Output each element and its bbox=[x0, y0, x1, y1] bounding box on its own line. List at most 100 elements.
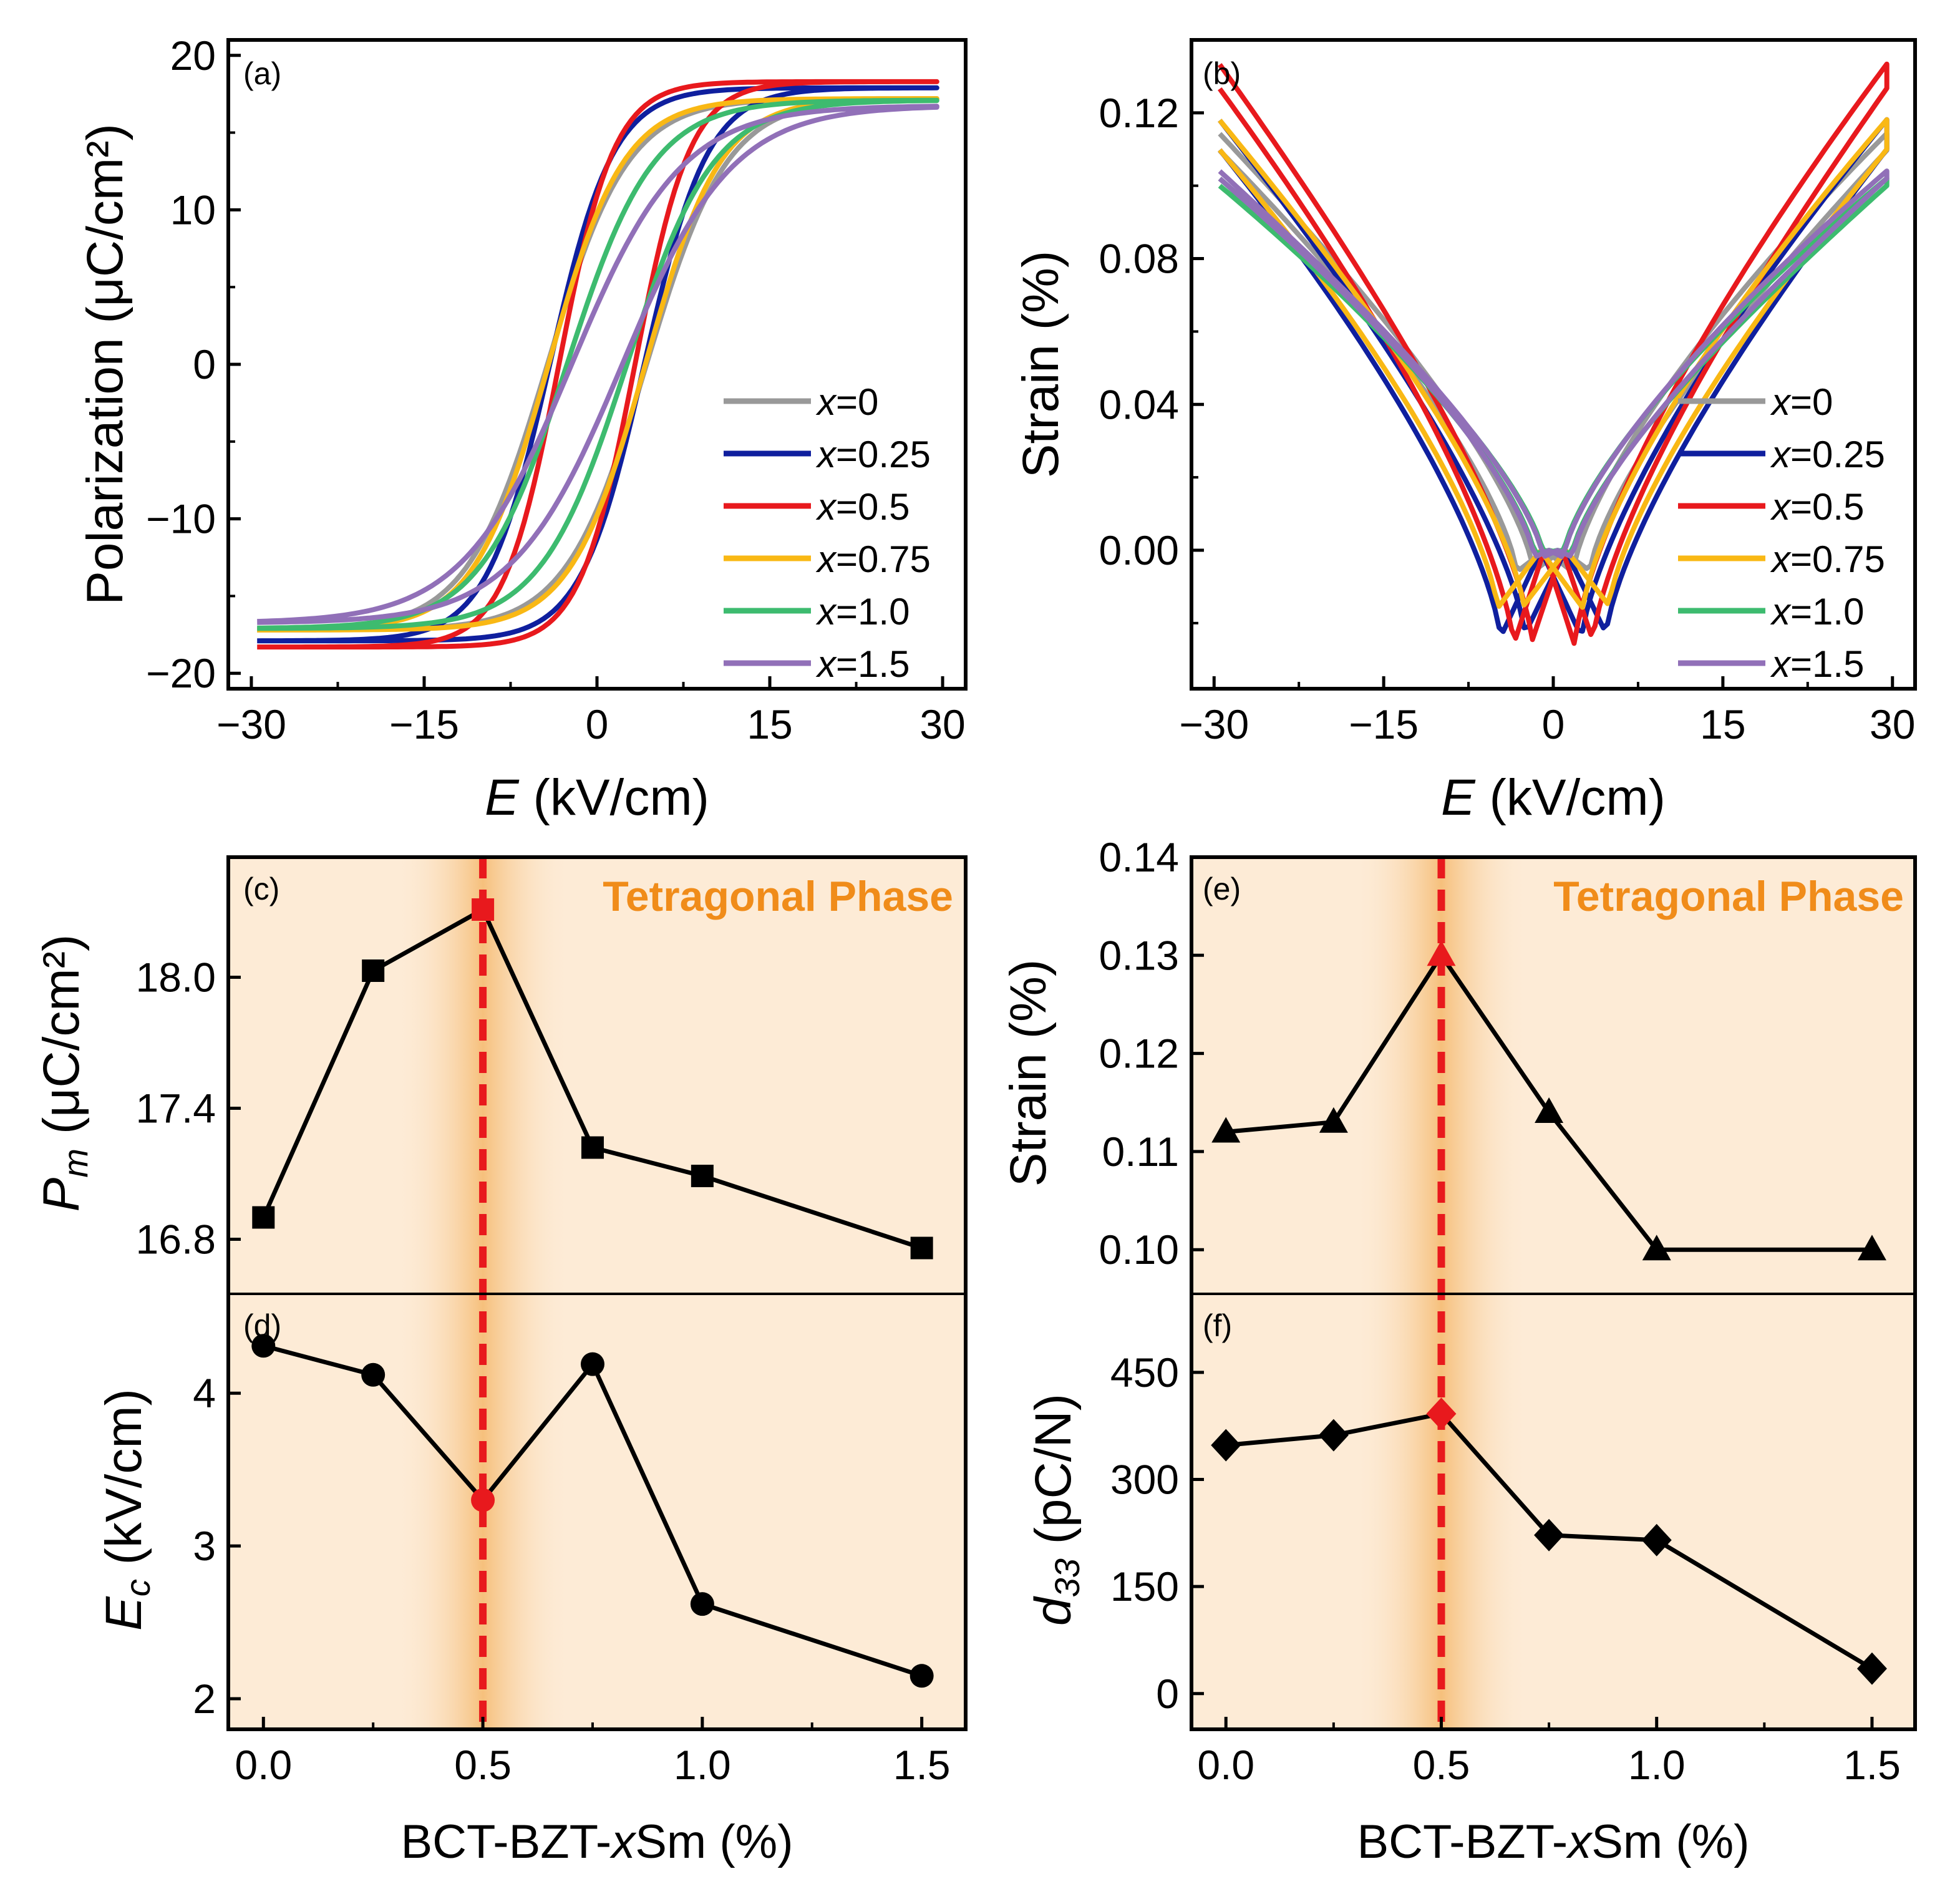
y-tick-label: 18.0 bbox=[136, 954, 216, 1001]
data-point-marker bbox=[1318, 1419, 1349, 1452]
axis-ticks: −30 −15 0 15 30 −20 −10 0 10 20 bbox=[146, 32, 966, 747]
y-tick-label: 0.14 bbox=[1099, 834, 1179, 880]
y-tick-label: 2 bbox=[193, 1676, 216, 1722]
data-point-marker bbox=[690, 1592, 714, 1616]
data-point-marker bbox=[471, 1488, 495, 1512]
data-point-marker bbox=[362, 959, 385, 982]
x-axis-label: E (kV/cm) bbox=[485, 769, 709, 826]
legend: x=0 x=0.25 x=0.5 x=0.75 x=1.0 x=1.5 bbox=[724, 381, 931, 685]
y-axis-label-f: d33 (pC/N) bbox=[1025, 1394, 1087, 1626]
panel-f-markers bbox=[1211, 1397, 1887, 1685]
data-point-marker bbox=[472, 898, 495, 921]
data-point-marker bbox=[1426, 1397, 1457, 1430]
x-tick-label: 30 bbox=[1870, 701, 1915, 747]
panel-e-series bbox=[1225, 953, 1872, 1252]
legend-entry: x=1.0 bbox=[1770, 591, 1864, 633]
panel-d-markers bbox=[251, 1334, 934, 1688]
x-tick-label: 1.0 bbox=[1628, 1742, 1686, 1788]
y-tick-label: 0.11 bbox=[1102, 1129, 1179, 1175]
data-point-marker bbox=[1857, 1235, 1886, 1261]
hysteresis-loop bbox=[257, 97, 939, 631]
data-point-marker bbox=[910, 1664, 934, 1688]
butterfly-loop bbox=[1218, 168, 1890, 560]
y-tick-label: 0.08 bbox=[1099, 236, 1179, 282]
hysteresis-curves bbox=[257, 79, 939, 650]
axis-ticks: 0.10 0.11 0.12 0.13 0.14 0 150 300 450 0.0 0.5 1.0 1… bbox=[1099, 834, 1901, 1788]
legend-entry: x=0.25 bbox=[1770, 434, 1885, 475]
legend-entry: x=0.5 bbox=[1770, 486, 1864, 528]
y-tick-label: 150 bbox=[1110, 1563, 1179, 1610]
series-line bbox=[263, 1343, 923, 1678]
data-point-marker bbox=[252, 1206, 275, 1229]
data-point-marker bbox=[1641, 1523, 1672, 1556]
x-tick-label: −15 bbox=[389, 701, 459, 747]
y-axis-label: Polarization (μC/cm²) bbox=[77, 124, 133, 605]
data-point-marker bbox=[1535, 1097, 1564, 1123]
y-axis-label-d: Ec (kV/cm) bbox=[95, 1389, 157, 1631]
x-tick-label: 1.0 bbox=[674, 1742, 731, 1788]
data-point-marker bbox=[580, 1352, 604, 1376]
panel-f-series bbox=[1225, 1411, 1873, 1671]
x-tick-label: 30 bbox=[919, 701, 965, 747]
y-tick-label: −10 bbox=[146, 496, 216, 542]
y-axis-label-c: Pm (μC/cm²) bbox=[33, 935, 95, 1212]
tetragonal-phase-label: Tetragonal Phase bbox=[1553, 873, 1904, 920]
panel-c-series bbox=[261, 907, 923, 1250]
x-tick-label: 1.5 bbox=[1843, 1742, 1901, 1788]
legend-entry: x=0 bbox=[815, 381, 878, 423]
panel-b-strain-loops: −30 −15 0 15 30 0.00 0.04 0.08 0.12 (b) x=0 x=0.2… bbox=[1012, 38, 1917, 826]
x-tick-label: 15 bbox=[747, 701, 792, 747]
panel-label-f: (f) bbox=[1203, 1308, 1232, 1343]
x-tick-label: 1.5 bbox=[893, 1742, 951, 1788]
x-tick-label: −30 bbox=[1179, 701, 1249, 747]
x-axis-label: BCT-BZT-xSm (%) bbox=[1357, 1815, 1749, 1868]
y-tick-label: 17.4 bbox=[136, 1085, 216, 1132]
y-axis-label: Strain (%) bbox=[1012, 251, 1069, 478]
data-point-marker bbox=[581, 1136, 604, 1159]
x-tick-label: 0.0 bbox=[235, 1742, 292, 1788]
y-tick-label: 300 bbox=[1110, 1457, 1179, 1503]
data-point-marker bbox=[1642, 1235, 1671, 1261]
y-tick-label: 0.04 bbox=[1099, 381, 1179, 427]
x-axis-label: BCT-BZT-xSm (%) bbox=[400, 1815, 793, 1868]
hysteresis-loop bbox=[257, 85, 939, 644]
panel-label: (b) bbox=[1203, 56, 1241, 91]
y-tick-label: −20 bbox=[146, 650, 216, 696]
panel-d-series bbox=[263, 1343, 923, 1678]
series-line bbox=[261, 907, 923, 1250]
panel-c-markers bbox=[252, 898, 933, 1260]
panel-e-markers bbox=[1211, 940, 1886, 1261]
legend-entry: x=1.0 bbox=[815, 591, 910, 633]
data-point-marker bbox=[361, 1362, 386, 1387]
axis-ticks: 16.8 17.4 18.0 2 3 4 0.0 0.5 1.0 1.5 bbox=[136, 954, 951, 1789]
butterfly-loop bbox=[1218, 117, 1890, 610]
data-point-marker bbox=[691, 1165, 714, 1187]
panel-e-f-composition: 0.10 0.11 0.12 0.13 0.14 0 150 300 450 0.0 0.5 1.0 1… bbox=[1000, 834, 1917, 1868]
x-axis-label: E (kV/cm) bbox=[1441, 769, 1666, 826]
data-point-marker bbox=[1211, 1117, 1241, 1143]
panel-a-hysteresis: −30 −15 0 15 30 −20 −10 0 10 20 (a) x=0 x=0.25 x=0.… bbox=[77, 32, 968, 826]
series-line bbox=[1225, 1411, 1873, 1671]
y-tick-label: 4 bbox=[193, 1370, 216, 1416]
data-point-marker bbox=[1427, 940, 1456, 966]
axis-ticks: −30 −15 0 15 30 0.00 0.04 0.08 0.12 bbox=[1099, 90, 1916, 747]
legend-entry: x=0.25 bbox=[815, 434, 931, 475]
y-tick-label: 0.12 bbox=[1099, 1031, 1179, 1077]
y-tick-label: 0.13 bbox=[1099, 932, 1179, 978]
panel-label-d: (d) bbox=[243, 1308, 281, 1343]
series-line bbox=[1225, 953, 1872, 1252]
legend-entry: x=0 bbox=[1770, 381, 1833, 423]
y-tick-label: 0 bbox=[1156, 1671, 1179, 1717]
x-tick-label: 0 bbox=[586, 701, 609, 747]
y-tick-label: 0.00 bbox=[1099, 527, 1179, 573]
y-tick-label: 20 bbox=[170, 32, 216, 79]
data-point-marker bbox=[251, 1334, 276, 1358]
data-point-marker bbox=[1534, 1518, 1565, 1552]
panel-label-c: (c) bbox=[243, 872, 279, 906]
tetragonal-phase-label: Tetragonal Phase bbox=[603, 873, 953, 920]
data-point-marker bbox=[1856, 1652, 1887, 1685]
legend-entry: x=1.5 bbox=[815, 643, 910, 685]
panel-label: (a) bbox=[243, 56, 281, 91]
x-tick-label: −30 bbox=[216, 701, 286, 747]
